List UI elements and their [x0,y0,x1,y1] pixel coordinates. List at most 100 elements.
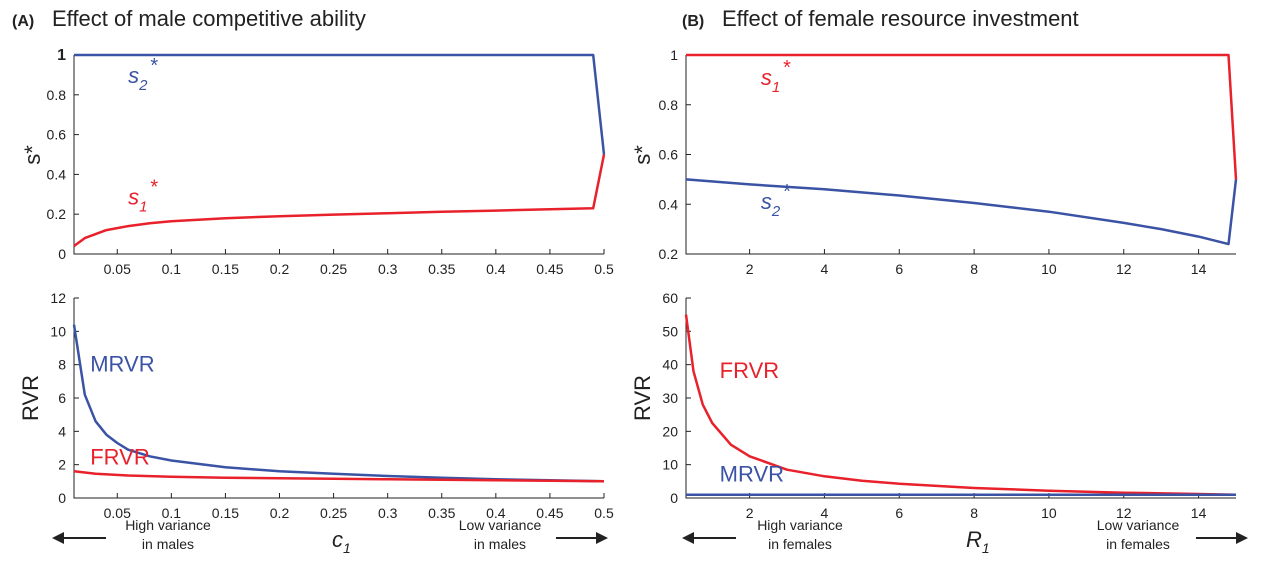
x-tick-label: 0.2 [270,505,290,521]
panel-b-left-note-2: in females [768,536,832,552]
panel-b-right-note-2: in females [1106,536,1170,552]
y-tick-label: 0.8 [659,97,679,113]
series-annotation: s2* [761,181,791,220]
y-tick-label: 0 [58,490,66,506]
panel-a-left-note-1: High variance [125,517,211,533]
x-tick-label: 0.45 [536,261,563,277]
plot-a-bottom: 0 2 4 6 8 10 12 0.05 0.1 0.15 0.2 0.25 0.3 0.35 0.4 0.4… [18,290,614,521]
axis-lines [73,55,604,255]
panel-a-title: Effect of male competitive ability [52,6,366,31]
y-axis-label: s* [630,145,655,165]
y-tick-label: 0.6 [659,147,679,163]
panel-b-xvar: R [966,527,982,552]
y-tick-label: 0 [670,490,678,506]
panel-b-xlabel: R1 [966,527,990,556]
panel-a-xvar-sub: 1 [343,540,351,556]
y-tick-label: 12 [50,290,66,306]
arrow-right-icon [1196,532,1248,544]
y-tick-label: 60 [662,290,678,306]
x-tick-label: 4 [821,261,829,277]
y-tick-label: 0.4 [659,196,679,212]
arrow-right-icon [556,532,608,544]
y-tick-label: 0.2 [659,246,679,262]
x-tick-label: 0.3 [378,505,398,521]
y-axis-label: RVR [630,375,655,421]
panel-a-footer: High variance in males c1 Low variance i… [52,517,608,556]
panel-b-xvar-sub: 1 [982,540,990,556]
series-line-frvr [684,314,1237,496]
y-axis-label: RVR [18,375,43,421]
plot-b-bottom: 0 10 20 30 40 50 60 2 4 6 8 10 12 14 RVR FRVR MRVR [630,290,1237,521]
x-tick-label: 0.15 [212,261,239,277]
x-tick-label: 0.45 [536,505,563,521]
x-tick-label: 0.2 [270,261,290,277]
x-tick-label: 2 [746,505,754,521]
x-tick-label: 0.3 [378,261,398,277]
y-tick-label: 0 [58,246,66,262]
y-tick-label: 4 [58,423,66,439]
panel-a-xvar: c [332,527,343,552]
x-tick-label: 6 [895,261,903,277]
plot-a-top: 0 0.2 0.4 0.6 0.8 1 0.05 0.1 0.15 0.2 0.25 0.3 0.35 0… [20,47,614,277]
y-tick-label: 0.2 [47,206,67,222]
x-tick-label: 0.25 [320,261,347,277]
x-tick-label: 2 [746,261,754,277]
x-tick-label: 0.25 [320,505,347,521]
x-tick-label: 4 [821,505,829,521]
y-tick-label: 50 [662,323,678,339]
axis-lines [73,298,604,499]
y-tick-label: 10 [662,457,678,473]
x-tick-label: 0.35 [428,261,455,277]
panel-b-label: (B) [682,13,704,30]
arrow-left-icon [682,532,736,544]
y-tick-label: 6 [58,390,66,406]
series-line-s2-star [74,53,606,155]
x-tick-label: 6 [895,505,903,521]
x-tick-label: 12 [1116,261,1132,277]
y-tick-label: 8 [58,357,66,373]
x-tick-label: 0.4 [486,505,506,521]
arrow-left-icon [52,532,106,544]
y-tick-label: 20 [662,423,678,439]
panel-a-label: (A) [12,13,34,30]
x-tick-label: 0.1 [162,505,182,521]
x-tick-label: 0.4 [486,261,506,277]
y-tick-label: 0.8 [47,87,67,103]
series-line-s1-star [686,53,1238,180]
x-tick-label: 0.1 [162,261,182,277]
y-tick-label: 40 [662,357,678,373]
panel-a-right-note-2: in males [474,536,526,552]
y-tick-label: 1 [670,47,678,63]
y-tick-label: 30 [662,390,678,406]
series-line-frvr [73,470,605,483]
x-tick-label: 0.5 [594,261,614,277]
panel-a-right-note-1: Low variance [459,517,542,533]
x-tick-label: 10 [1041,505,1057,521]
panel-b-right-note-1: Low variance [1097,517,1180,533]
series-line-s1-star [73,154,606,248]
series-line-mrvr [72,324,605,483]
series-annotation: MRVR [90,351,154,376]
series-annotation: s2* [128,55,158,94]
y-axis-label: s* [20,145,45,165]
y-tick-label: 1 [57,47,66,64]
panel-b-left-note-1: High variance [757,517,843,533]
x-tick-label: 0.35 [428,505,455,521]
x-tick-label: 12 [1116,505,1132,521]
x-tick-label: 14 [1191,505,1207,521]
x-tick-label: 10 [1041,261,1057,277]
y-tick-label: 10 [50,323,66,339]
x-tick-label: 14 [1191,261,1207,277]
y-tick-label: 0.4 [47,166,67,182]
series-line-s2-star [685,178,1238,246]
x-tick-label: 0.5 [594,505,614,521]
panel-a-left-note-2: in males [142,536,194,552]
x-tick-label: 0.05 [104,505,131,521]
series-annotation: FRVR [90,445,150,470]
x-tick-label: 0.15 [212,505,239,521]
panel-b-footer: High variance in females R1 Low variance… [682,517,1248,556]
x-tick-label: 8 [970,261,978,277]
y-tick-label: 2 [58,457,66,473]
series-annotation: s1* [128,176,158,215]
